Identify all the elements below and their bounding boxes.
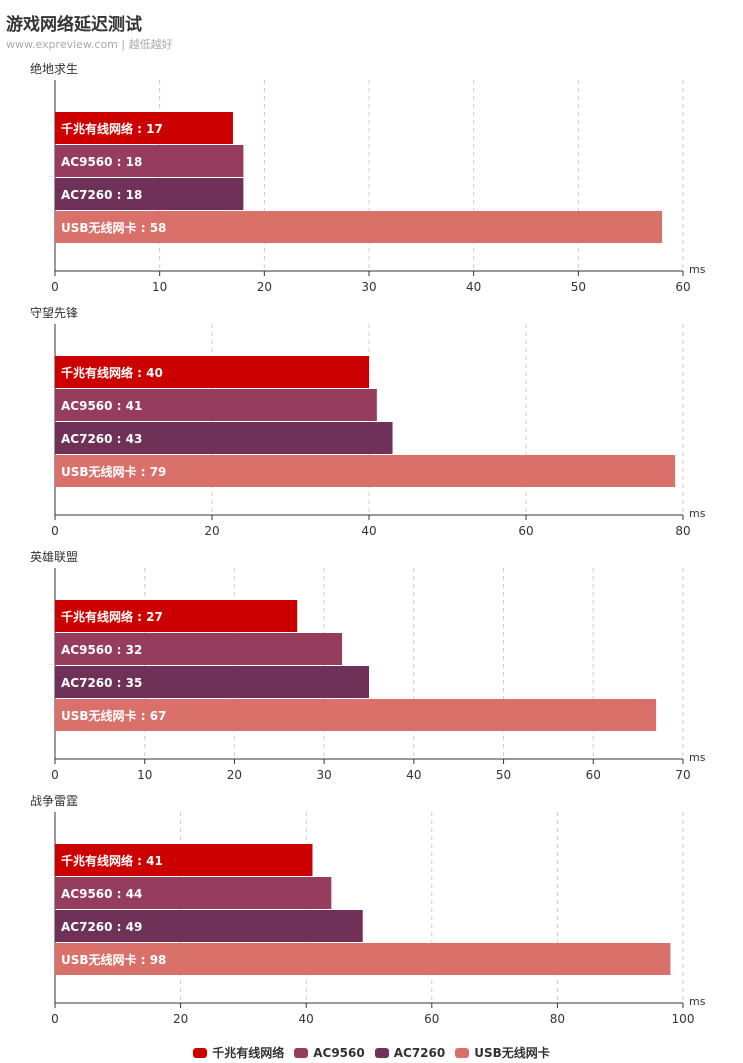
legend-item[interactable]: USB无线网卡 bbox=[455, 1044, 550, 1061]
x-tick-label: 10 bbox=[152, 280, 167, 294]
x-tick-label: 70 bbox=[675, 768, 690, 782]
bar-data-label: 千兆有线网络 : 17 bbox=[61, 121, 163, 136]
bar bbox=[55, 666, 369, 698]
bar bbox=[55, 422, 393, 454]
x-tick-label: 10 bbox=[137, 768, 152, 782]
bar-data-label: USB无线网卡 : 67 bbox=[61, 708, 166, 723]
legend-label: AC7260 bbox=[393, 1045, 446, 1060]
bar-data-label: USB无线网卡 : 58 bbox=[61, 220, 166, 235]
bar-data-label: USB无线网卡 : 98 bbox=[61, 952, 166, 967]
x-tick-label: 50 bbox=[496, 768, 511, 782]
legend-label: USB无线网卡 bbox=[474, 1046, 550, 1060]
x-tick-label: 60 bbox=[675, 280, 690, 294]
bar bbox=[55, 699, 657, 731]
x-tick-label: 30 bbox=[317, 768, 332, 782]
x-tick-label: 100 bbox=[672, 1012, 695, 1026]
legend-item[interactable]: AC7260 bbox=[374, 1044, 446, 1061]
x-tick-label: 40 bbox=[406, 768, 421, 782]
x-tick-label: 0 bbox=[51, 768, 59, 782]
x-tick-label: 60 bbox=[518, 524, 533, 538]
bar bbox=[55, 211, 663, 243]
legend-item[interactable]: 千兆有线网络 bbox=[193, 1044, 284, 1061]
x-axis-unit: ms bbox=[689, 751, 706, 764]
legend-swatch bbox=[294, 1047, 309, 1058]
bar bbox=[55, 178, 244, 210]
bar bbox=[55, 112, 233, 144]
x-tick-label: 50 bbox=[571, 280, 586, 294]
bar-data-label: AC9560 : 41 bbox=[61, 399, 142, 413]
x-axis-unit: ms bbox=[689, 507, 706, 520]
bar bbox=[55, 600, 298, 632]
x-axis-unit: ms bbox=[689, 263, 706, 276]
panel-title: 绝地求生 bbox=[30, 61, 78, 76]
bar-data-label: AC7260 : 43 bbox=[61, 432, 142, 446]
x-tick-label: 0 bbox=[51, 524, 59, 538]
x-tick-label: 0 bbox=[51, 280, 59, 294]
x-tick-label: 60 bbox=[424, 1012, 439, 1026]
x-tick-label: 40 bbox=[466, 280, 481, 294]
bar bbox=[55, 356, 369, 388]
x-tick-label: 20 bbox=[204, 524, 219, 538]
panel-title: 战争雷霆 bbox=[30, 794, 78, 808]
x-tick-label: 80 bbox=[550, 1012, 565, 1026]
x-axis-unit: ms bbox=[689, 995, 706, 1008]
charts-canvas: 绝地求生 0 10 20 30 40 50 60 ms 千兆有线网络 : 17 AC9560 : 1… bbox=[30, 61, 706, 1026]
x-tick-label: 0 bbox=[51, 1012, 59, 1026]
legend-swatch bbox=[374, 1047, 389, 1058]
bar-data-label: AC7260 : 35 bbox=[61, 676, 142, 690]
legend-swatch bbox=[193, 1047, 208, 1058]
bar bbox=[55, 145, 244, 177]
bar-data-label: AC9560 : 32 bbox=[61, 643, 142, 657]
bar bbox=[55, 943, 671, 975]
bar-data-label: USB无线网卡 : 79 bbox=[61, 464, 166, 479]
panel-title: 守望先锋 bbox=[30, 306, 78, 320]
legend-label: 千兆有线网络 bbox=[212, 1046, 285, 1060]
panel-title: 英雄联盟 bbox=[30, 549, 78, 564]
bar-data-label: 千兆有线网络 : 41 bbox=[61, 853, 163, 868]
legend: 千兆有线网络 AC9560 AC7260 USB无线网卡 bbox=[0, 1044, 743, 1061]
bar bbox=[55, 633, 343, 665]
bar bbox=[55, 910, 363, 942]
legend-swatch bbox=[455, 1047, 470, 1058]
x-tick-label: 20 bbox=[173, 1012, 188, 1026]
bar-data-label: 千兆有线网络 : 27 bbox=[61, 609, 163, 624]
bar-data-label: 千兆有线网络 : 40 bbox=[61, 365, 163, 380]
bar-data-label: AC9560 : 44 bbox=[61, 887, 142, 901]
x-tick-label: 20 bbox=[257, 280, 272, 294]
bar bbox=[55, 844, 313, 876]
x-tick-label: 30 bbox=[361, 280, 376, 294]
legend-item[interactable]: AC9560 bbox=[294, 1044, 365, 1061]
bar bbox=[55, 389, 377, 421]
x-tick-label: 80 bbox=[675, 524, 690, 538]
bar-data-label: AC7260 : 18 bbox=[61, 188, 142, 202]
bar-data-label: AC9560 : 18 bbox=[61, 155, 142, 169]
bar bbox=[55, 877, 332, 909]
chart-subtitle: www.expreview.com | 越低越好 bbox=[6, 38, 173, 51]
bar-data-label: AC7260 : 49 bbox=[61, 920, 142, 934]
x-tick-label: 20 bbox=[227, 768, 242, 782]
legend-label: AC9560 bbox=[313, 1045, 365, 1060]
chart-title: 游戏网络延迟测试 bbox=[6, 15, 142, 35]
bar bbox=[55, 455, 676, 487]
x-tick-label: 40 bbox=[299, 1012, 314, 1026]
x-tick-label: 40 bbox=[361, 524, 376, 538]
x-tick-label: 60 bbox=[586, 768, 601, 782]
